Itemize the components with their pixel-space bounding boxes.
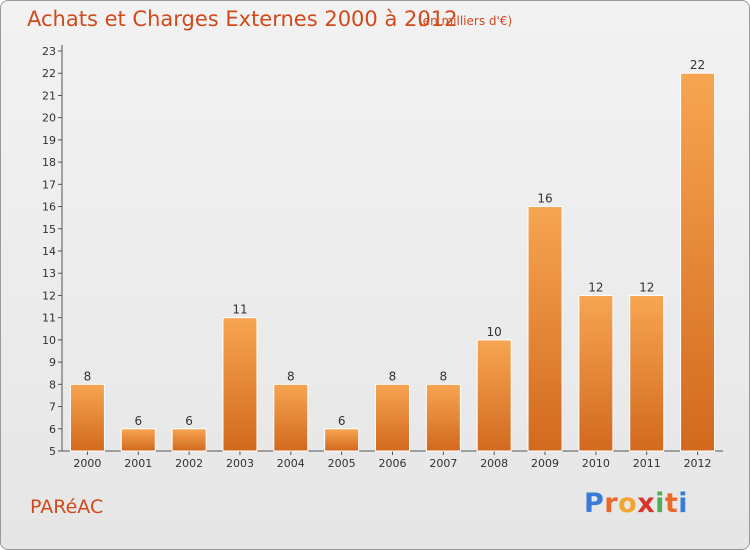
y-tick-label: 13 [42,267,56,280]
bar-value-label: 16 [537,192,552,206]
bar [680,72,716,452]
bar-value-label: 11 [232,303,247,317]
brand-letter: i [655,488,665,519]
y-tick-label: 19 [42,134,56,147]
y-tick-label: 18 [42,156,56,169]
bar [273,383,309,452]
brand-letter: o [618,488,638,519]
brand-letter: r [604,488,619,519]
x-tick-label: 2012 [684,457,712,470]
x-tick-label: 2000 [73,457,101,470]
proxiti-logo[interactable]: Proxiti [584,488,688,519]
y-tick-label: 5 [49,445,56,458]
bar [425,383,461,452]
x-tick-label: 2011 [633,457,661,470]
y-tick-label: 11 [42,312,56,325]
y-tick-label: 14 [42,245,56,258]
bar-value-label: 6 [338,414,346,428]
bar [171,428,207,452]
commune-name: PARéAC [30,496,104,518]
y-tick-label: 12 [42,289,56,302]
y-tick-label: 16 [42,201,56,214]
bar [629,294,665,452]
bar [527,206,563,452]
x-tick-label: 2001 [124,457,152,470]
y-tick-label: 21 [42,89,56,102]
axes: 5 6 7 8 9 10 11 12 13 14 15 16 17 18 19 20 21 22 23 2000 200… [42,45,723,470]
bar-value-label: 8 [440,369,448,383]
bar [222,317,258,452]
x-tick-label: 2010 [582,457,610,470]
y-tick-label: 23 [42,45,56,58]
brand-letter: i [678,488,689,519]
chart-title: Achats et Charges Externes 2000 à 2012 [27,7,458,31]
bars: 8 6 6 11 8 6 8 8 10 16 12 12 22 [69,58,716,452]
y-tick-label: 20 [42,112,56,125]
bar-value-label: 6 [134,414,142,428]
bar-value-label: 8 [84,369,92,383]
chart-subtitle: (en milliers d'€) [418,14,513,28]
bar [69,383,105,452]
x-tick-label: 2008 [480,457,508,470]
bar-value-label: 6 [185,414,193,428]
x-tick-label: 2005 [328,457,356,470]
brand-letter: t [664,488,679,519]
x-tick-label: 2003 [226,457,254,470]
y-tick-label: 6 [49,423,56,436]
bar-value-label: 22 [690,58,705,72]
y-tick-label: 8 [49,378,56,391]
brand-letter: x [637,488,656,519]
x-tick-label: 2009 [531,457,559,470]
bar [324,428,360,452]
bar-value-label: 10 [487,325,502,339]
x-tick-label: 2007 [429,457,457,470]
bar-value-label: 12 [639,280,654,294]
y-tick-label: 22 [42,67,56,80]
x-tick-label: 2006 [379,457,407,470]
y-tick-label: 17 [42,178,56,191]
bar [578,294,614,452]
bar-value-label: 8 [389,369,397,383]
x-tick-label: 2004 [277,457,305,470]
y-tick-label: 15 [42,223,56,236]
brand-letter: P [584,488,605,519]
y-tick-label: 9 [49,356,56,369]
y-tick-label: 7 [49,401,56,414]
y-tick-label: 10 [42,334,56,347]
bar [120,428,156,452]
bar-value-label: 8 [287,369,295,383]
bar [375,383,410,452]
bar-value-label: 12 [588,280,603,294]
x-tick-label: 2002 [175,457,203,470]
bar [476,339,512,452]
